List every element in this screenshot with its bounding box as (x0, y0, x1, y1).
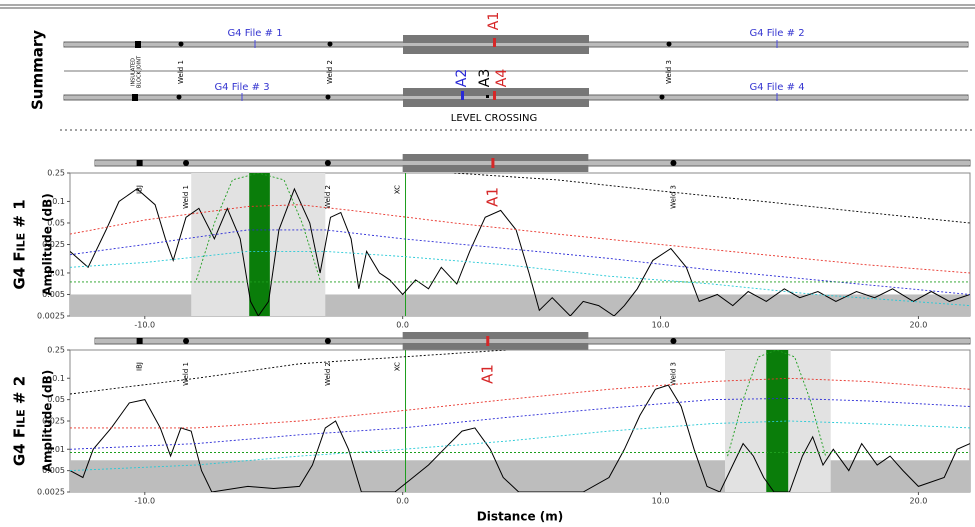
y-tick-label: 0.05 (47, 395, 65, 404)
annotation-label: Weld 1 (182, 362, 190, 386)
annotation-label: A1 (483, 187, 501, 207)
ibj-symbol (135, 41, 141, 48)
annotation-symbol (670, 160, 677, 166)
alarm-label: A3 (477, 69, 493, 87)
x-tick-label: 10.0 (652, 497, 670, 506)
panel-title: G4 File # 1 (11, 199, 29, 289)
annotation-label: IBJ (136, 362, 144, 371)
y-tick-label: 0.1 (52, 197, 65, 206)
y-tick-label: 0.005 (42, 466, 65, 475)
y-tick-label: 0.01 (47, 445, 65, 454)
y-tick-label: 0.025 (42, 240, 65, 249)
y-tick-label: 0.005 (42, 290, 65, 299)
x-axis-label: Distance (m) (477, 510, 564, 524)
x-tick-label: 10.0 (652, 321, 670, 330)
y-axis-label: Amplitude (dB) (41, 193, 55, 296)
annotation-label: Weld 3 (669, 185, 677, 209)
alarm-label: A1 (486, 12, 502, 30)
annotation-symbol (491, 158, 495, 168)
y-tick-label: 0.25 (47, 346, 65, 355)
annotation-label: Weld 2 (324, 362, 332, 386)
block-joint-label: INSULATED (131, 58, 137, 86)
weld-symbol (178, 41, 184, 47)
alarm-symbol (461, 91, 464, 100)
annotation-symbol (183, 338, 190, 344)
x-tick-label: -10.0 (134, 497, 155, 506)
summary-title: Summary (29, 30, 47, 110)
annotation-label: XC (394, 185, 402, 194)
annotation-symbol (670, 338, 677, 344)
alarm-label: A2 (454, 69, 470, 87)
alarm-symbol (486, 95, 489, 98)
series-line (70, 397, 970, 450)
y-tick-label: 0.01 (47, 268, 65, 277)
series-line (70, 350, 506, 395)
file-label: G4 File # 4 (749, 82, 804, 93)
x-tick-label: -10.0 (134, 321, 155, 330)
y-tick-label: 0.25 (47, 169, 65, 178)
annotation-label: XC (394, 362, 402, 371)
file-label: G4 File # 3 (214, 82, 269, 93)
level-crossing-label: LEVEL CROSSING (451, 113, 537, 124)
x-tick-label: 20.0 (910, 321, 928, 330)
y-tick-label: 0.025 (42, 417, 65, 426)
y-tick-label: 0.1 (52, 374, 65, 383)
y-tick-label: 0.0025 (37, 312, 65, 321)
series-line (70, 187, 970, 316)
series-line (70, 250, 970, 307)
ibj-symbol (132, 94, 138, 101)
annotation-symbol (486, 336, 490, 346)
annotation-symbol (136, 160, 143, 166)
weld-label: Weld 1 (177, 60, 185, 84)
alarm-symbol (493, 91, 496, 100)
rail (64, 43, 968, 46)
annotation-symbol (183, 160, 190, 166)
annotation-label: IBJ (136, 185, 144, 194)
series-line (70, 420, 970, 472)
file-label: G4 File # 2 (749, 28, 804, 39)
weld-symbol (666, 41, 672, 47)
weld-symbol (176, 94, 182, 100)
noise-floor (70, 460, 970, 492)
rail (95, 339, 970, 343)
series-line (70, 377, 970, 429)
peak-band (249, 173, 270, 316)
x-tick-label: 20.0 (910, 497, 928, 506)
rail (95, 161, 970, 165)
weld-label: Weld 2 (326, 60, 334, 84)
alarm-label: A4 (494, 69, 510, 88)
weld-label: Weld 3 (665, 60, 673, 84)
block-joint-label: BLOCK JOINT (137, 55, 143, 88)
weld-symbol (325, 94, 331, 100)
annotation-label: A1 (478, 364, 496, 384)
alarm-symbol (493, 38, 496, 47)
annotation-symbol (324, 160, 331, 166)
weld-symbol (659, 94, 665, 100)
panel-title: G4 File # 2 (11, 376, 29, 466)
y-tick-label: 0.05 (47, 218, 65, 227)
annotation-symbol (324, 338, 331, 344)
series-line (727, 350, 827, 457)
x-tick-label: 0.0 (396, 321, 409, 330)
annotation-symbol (136, 338, 143, 344)
y-tick-label: 0.0025 (37, 488, 65, 497)
annotation-label: Weld 1 (182, 185, 190, 209)
annotation-label: Weld 3 (669, 362, 677, 386)
series-line (70, 384, 970, 492)
y-axis-label: Amplitude (dB) (41, 370, 55, 473)
x-tick-label: 0.0 (396, 497, 409, 506)
rail (64, 96, 968, 99)
annotation-label: Weld 2 (324, 185, 332, 209)
series-line (70, 204, 970, 274)
series-line (70, 229, 970, 295)
weld-symbol (327, 41, 333, 47)
file-label: G4 File # 1 (227, 28, 282, 39)
